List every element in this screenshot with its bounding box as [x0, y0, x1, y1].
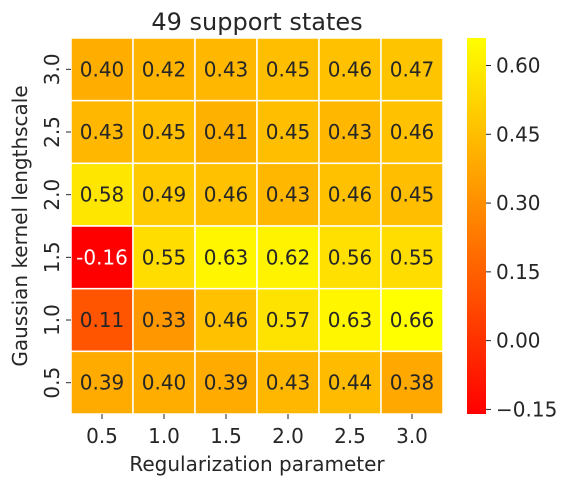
- cell-value-label: 0.39: [204, 371, 249, 395]
- cell-value-label: 0.49: [142, 183, 187, 207]
- heatmap-cells: [70, 37, 444, 415]
- cell-value-label: 0.38: [390, 371, 435, 395]
- cell-value-label: 0.39: [80, 371, 125, 395]
- cell-value-label: 0.46: [390, 120, 435, 144]
- cell-value-label: 0.47: [390, 57, 435, 81]
- heatmap-cell: [194, 287, 258, 353]
- cell-value-label: 0.57: [266, 308, 311, 332]
- heatmap-cell: [132, 99, 196, 165]
- cell-value-label: 0.43: [266, 183, 311, 207]
- y-tick-label: 3.0: [40, 53, 64, 85]
- cell-value-label: 0.66: [390, 308, 435, 332]
- x-tick-label: 2.0: [272, 424, 304, 448]
- cell-value-label: 0.45: [266, 57, 311, 81]
- cell-value-label: 0.46: [328, 183, 373, 207]
- heatmap-cell: [380, 162, 444, 227]
- heatmap-cell-labels: 0.40 0.42 0.43 0.45 0.46 0.47 0.43 0.45 0.41 0.45…: [76, 57, 434, 394]
- heatmap-cell: [132, 162, 196, 227]
- cell-value-label: 0.46: [204, 308, 249, 332]
- cell-value-label: 0.45: [390, 183, 435, 207]
- heatmap-cell: [380, 225, 444, 290]
- colorbar-tick-label: 0.30: [496, 191, 541, 215]
- cell-value-label: 0.63: [328, 308, 373, 332]
- x-axis-ticks: 0.5 1.0 1.5 2.0 2.5 3.0: [86, 414, 428, 448]
- cell-value-label: 0.44: [328, 371, 373, 395]
- cell-value-label: 0.33: [142, 308, 187, 332]
- cell-value-label: 0.63: [204, 245, 249, 269]
- colorbar: [467, 38, 486, 414]
- heatmap-cell: [318, 225, 382, 290]
- x-tick-label: 1.0: [148, 424, 180, 448]
- cell-value-label: 0.55: [390, 245, 435, 269]
- cell-value-label: 0.62: [266, 245, 311, 269]
- heatmap-cell: [380, 350, 444, 415]
- heatmap-cell: [256, 225, 320, 290]
- y-tick-label: 2.0: [40, 179, 64, 211]
- colorbar-tick-label: −0.15: [496, 397, 557, 421]
- x-tick-label: 1.5: [210, 424, 242, 448]
- x-axis-label: Regularization parameter: [129, 452, 385, 476]
- colorbar-tick-label: 0.00: [496, 329, 541, 353]
- y-tick-label: 2.5: [40, 116, 64, 148]
- cell-value-label: 0.45: [142, 120, 187, 144]
- cell-value-label: -0.16: [76, 245, 128, 269]
- heatmap-cell: [318, 287, 382, 353]
- cell-value-label: 0.46: [204, 183, 249, 207]
- y-axis-ticks: 3.0 2.5 2.0 1.5 1.0 0.5: [40, 53, 71, 399]
- cell-value-label: 0.43: [266, 371, 311, 395]
- colorbar-ticks: −0.15 0.00 0.15 0.30 0.45 0.60: [486, 54, 557, 421]
- heatmap-cell: [132, 225, 196, 290]
- colorbar-tick-label: 0.60: [496, 54, 541, 78]
- cell-value-label: 0.58: [80, 183, 125, 207]
- cell-value-label: 0.46: [328, 57, 373, 81]
- heatmap-cell: [70, 225, 134, 290]
- cell-value-label: 0.43: [204, 57, 249, 81]
- cell-value-label: 0.40: [80, 57, 125, 81]
- cell-value-label: 0.43: [328, 120, 373, 144]
- y-axis-label: Gaussian kernel lengthscale: [8, 85, 32, 366]
- heatmap-cell: [194, 225, 258, 290]
- x-tick-label: 0.5: [86, 424, 118, 448]
- colorbar-tick-label: 0.45: [496, 122, 541, 146]
- cell-value-label: 0.55: [142, 245, 187, 269]
- heatmap-cell: [380, 287, 444, 353]
- heatmap-cell: [256, 287, 320, 353]
- colorbar-tick-label: 0.15: [496, 260, 541, 284]
- heatmap-cell: [380, 37, 444, 102]
- x-tick-label: 2.5: [334, 424, 366, 448]
- y-tick-label: 1.5: [40, 241, 64, 273]
- cell-value-label: 0.11: [80, 308, 125, 332]
- heatmap-cell: [380, 99, 444, 165]
- x-tick-label: 3.0: [396, 424, 428, 448]
- heatmap-cell: [132, 37, 196, 102]
- cell-value-label: 0.42: [142, 57, 187, 81]
- cell-value-label: 0.41: [204, 120, 249, 144]
- cell-value-label: 0.56: [328, 245, 373, 269]
- cell-value-label: 0.40: [142, 371, 187, 395]
- heatmap-cell: [70, 350, 134, 415]
- y-tick-label: 1.0: [40, 304, 64, 336]
- cell-value-label: 0.43: [80, 120, 125, 144]
- heatmap-cell: [318, 162, 382, 227]
- cell-value-label: 0.45: [266, 120, 311, 144]
- heatmap-cell: [256, 99, 320, 165]
- y-tick-label: 0.5: [40, 367, 64, 399]
- chart-title: 49 support states: [151, 8, 362, 36]
- heatmap-cell: [256, 162, 320, 227]
